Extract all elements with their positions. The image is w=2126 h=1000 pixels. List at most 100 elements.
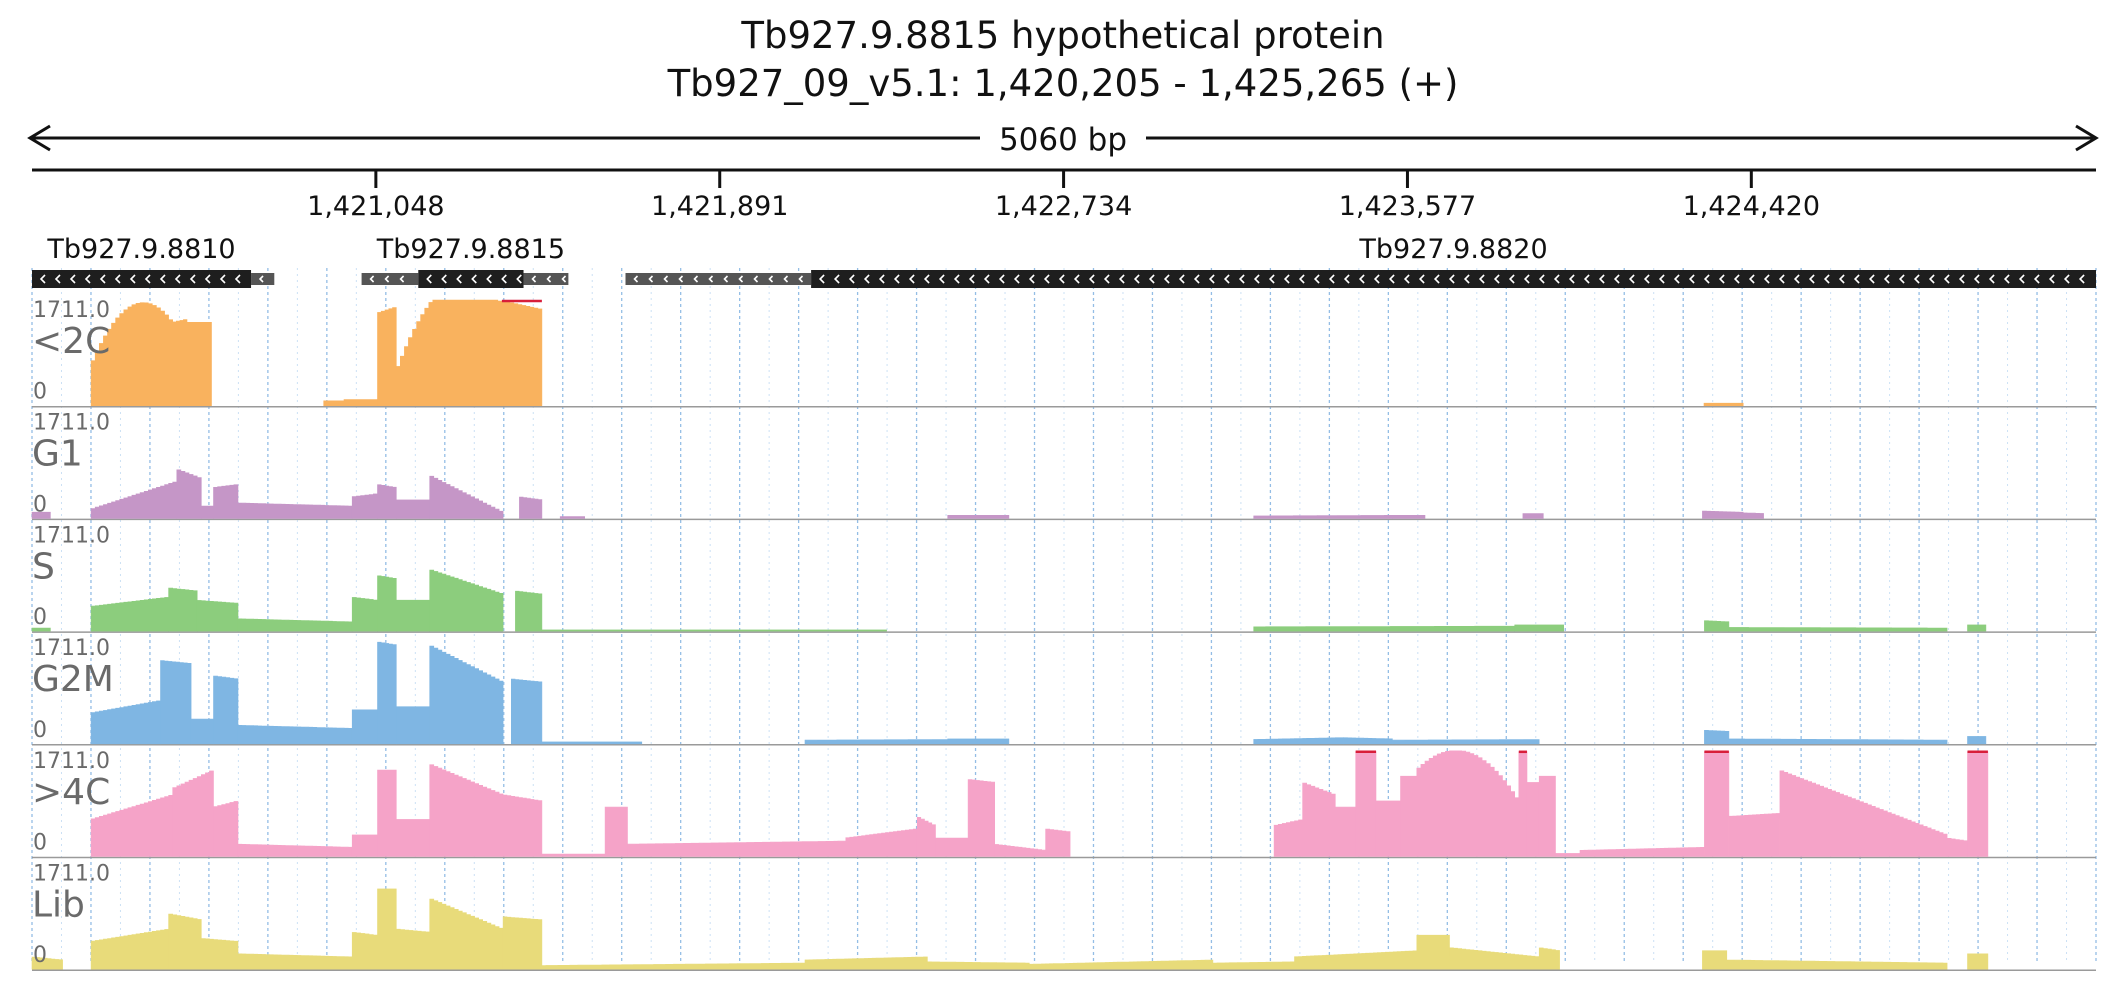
strand-chevron (1388, 274, 1395, 284)
strand-chevron (516, 274, 522, 284)
strand-chevron (399, 275, 405, 283)
bp-ruler: 5060 bp (27, 120, 2099, 172)
strand-chevron (531, 275, 537, 283)
strand-chevron (983, 274, 990, 284)
strand-chevron (678, 275, 684, 283)
gene-utr-block (625, 273, 812, 285)
strand-chevron (798, 275, 804, 283)
coverage-area (377, 575, 397, 632)
gene-feature: Tb927.9.8810 (32, 234, 275, 288)
coverage-area (396, 819, 430, 857)
track-name: >4C (32, 772, 110, 813)
span-arrow-right-head (2075, 124, 2099, 152)
coordinate-ticks: 1,421,048 1,421,891 1,422,734 1,423,577 1,42… (307, 170, 1820, 222)
coverage-area (519, 496, 543, 519)
coverage-area (1526, 782, 1540, 857)
strand-chevron (1883, 274, 1890, 284)
coverage-area (213, 801, 239, 857)
strand-chevron (938, 274, 945, 284)
track-name: G2M (32, 659, 114, 700)
coverage-area (172, 770, 214, 857)
strand-chevron (99, 274, 106, 284)
coverage-area (627, 840, 847, 857)
coverage-area (429, 764, 504, 857)
coverage-area (1045, 828, 1071, 857)
strand-chevron (1403, 274, 1410, 284)
coverage-area (90, 597, 169, 632)
strand-chevron (1238, 274, 1245, 284)
strand-chevron (2048, 274, 2055, 284)
coverage-area (351, 834, 378, 857)
strand-chevron (501, 274, 507, 284)
strand-chevron (738, 275, 744, 283)
strand-chevron (1208, 274, 1215, 284)
coverage-area (1704, 751, 1730, 857)
strand-chevron (1808, 274, 1815, 284)
track-zero-label: 0 (33, 605, 47, 630)
vertical-gridlines (31, 268, 2097, 963)
strand-chevron (648, 275, 654, 283)
coverage-area (1514, 624, 1564, 632)
coverage-area (1302, 782, 1336, 857)
coverage-area (90, 481, 178, 519)
coverage-area (1555, 853, 1581, 857)
strand-chevron (54, 274, 61, 284)
strand-chevron (1358, 274, 1365, 284)
coverage-area (168, 913, 202, 970)
coverage-area (377, 641, 397, 745)
strand-chevron (1058, 274, 1065, 284)
strand-chevron (1988, 274, 1995, 284)
strand-chevron (1478, 274, 1485, 284)
strand-chevron (1343, 274, 1350, 284)
gene-cds-block (32, 270, 252, 288)
coverage-area (1212, 961, 1295, 970)
strand-chevron (369, 275, 375, 283)
coverage-area (351, 493, 378, 519)
strand-chevron (1073, 274, 1080, 284)
coverage-area (515, 590, 543, 632)
track-name: G1 (32, 434, 83, 475)
strand-chevron (1583, 274, 1590, 284)
coverage-area (541, 629, 887, 632)
strand-chevron (1178, 274, 1185, 284)
strand-chevron (1628, 274, 1635, 284)
track-zero-label: 0 (33, 492, 47, 517)
coverage-area (237, 953, 353, 970)
strand-chevron (1418, 274, 1425, 284)
coverage-area (1726, 959, 1948, 970)
track-zero-label: 0 (33, 718, 47, 743)
span-label-bg (980, 120, 1146, 156)
strand-chevron (2078, 274, 2085, 284)
strand-chevron (234, 274, 241, 284)
coverage-area (501, 300, 543, 406)
strand-chevron (1028, 274, 1035, 284)
strand-chevron (1688, 274, 1695, 284)
gene-feature: Tb927.9.8820 (625, 234, 2096, 288)
strand-chevron (1958, 274, 1965, 284)
strand-chevron (1088, 274, 1095, 284)
coverage-area (190, 718, 214, 745)
strand-chevron (863, 274, 870, 284)
strand-chevron (633, 275, 639, 283)
strand-chevron (426, 274, 432, 284)
coverage-area (351, 709, 378, 745)
strand-chevron (1118, 274, 1125, 284)
strand-chevron (1598, 274, 1605, 284)
coverage-area (396, 299, 503, 406)
strand-chevron (1523, 274, 1530, 284)
track-name: S (32, 546, 55, 587)
coverage-area (1703, 402, 1744, 406)
coverage-area (541, 962, 806, 970)
coverage-area (90, 302, 173, 406)
coverage-area (502, 794, 543, 857)
strand-chevron (1568, 274, 1575, 284)
coverage-area (1538, 775, 1556, 857)
strand-chevron (1433, 274, 1440, 284)
coverage-area (947, 738, 1010, 745)
strand-chevron (848, 274, 855, 284)
strand-chevron (968, 274, 975, 284)
strand-chevron (1223, 274, 1230, 284)
strand-chevron (1703, 274, 1710, 284)
coverage-area (377, 484, 397, 519)
